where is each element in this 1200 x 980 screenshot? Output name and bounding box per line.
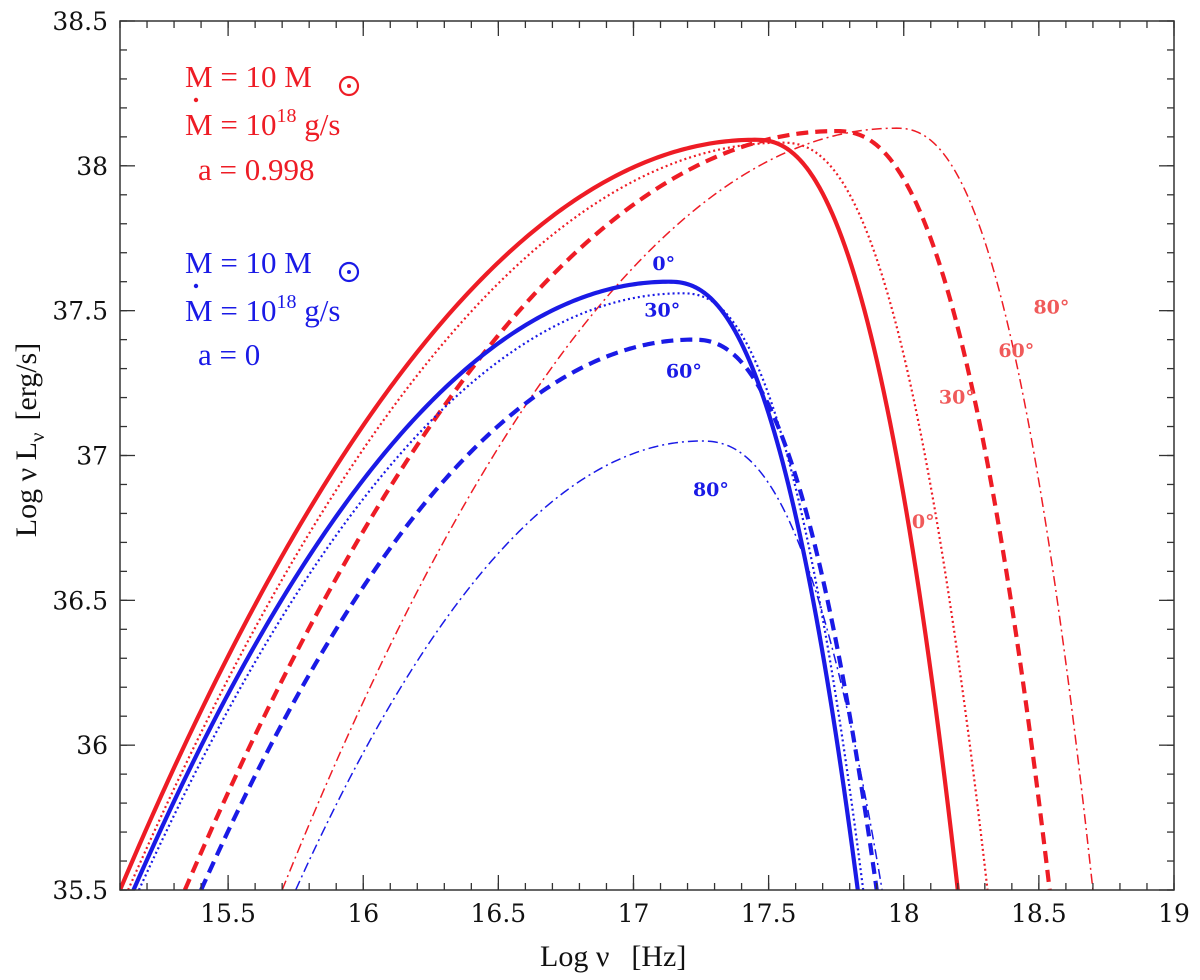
series-line-red-solid: [120, 137, 960, 890]
angle-label-red: 60°: [998, 340, 1034, 362]
sun-symbol-dot-icon: [347, 270, 351, 274]
angle-annotations: 0° 30° 60° 80° 0° 30° 60° 80°: [644, 253, 1069, 533]
legend-red-mass-text: M = 10 M: [185, 59, 312, 94]
y-tick-labels: 35.5 36 36.5 37 37.5 38 38.5: [52, 7, 108, 905]
y-axis-title: Log ν Lν [erg/s]: [10, 343, 49, 537]
series-line-blue-dotted: [137, 292, 865, 890]
sun-symbol-icon: [338, 261, 360, 283]
y-tick-label: 37.5: [52, 297, 108, 326]
y-tick-label: 36: [76, 731, 108, 760]
y-tick-label: 38.5: [52, 7, 108, 36]
x-axis-title: Log ν [Hz]: [540, 940, 686, 973]
legend-blue-mdot: M = 1018 g/s: [185, 291, 340, 328]
y-tick-label: 37: [76, 442, 108, 471]
legend-red-mass: M = 10 M: [185, 59, 312, 94]
sun-symbol-icon: [338, 75, 360, 97]
legend-red-mdot: M = 1018 g/s: [185, 105, 340, 142]
x-tick-label: 15.5: [200, 899, 256, 928]
legend-blue-mdot-exp: 18: [277, 291, 297, 313]
series-line-red-dashdot: [281, 127, 1094, 890]
mdot-dot-icon: [193, 283, 199, 289]
angle-label-blue: 80°: [693, 479, 729, 501]
legend-blue-mdot-unit: g/s: [297, 293, 341, 328]
y-axis-title-main: Log ν L: [10, 442, 43, 537]
x-tick-label: 16: [347, 899, 379, 928]
x-tick-labels: 15.5 16 16.5 17 17.5 18 18.5 19: [200, 899, 1190, 928]
legend-blue-mass: M = 10 M: [185, 245, 312, 280]
angle-label-blue: 60°: [666, 360, 702, 382]
legend-blue-mass-text: M = 10 M: [185, 245, 312, 280]
legend-blue: M = 10 M M = 1018 g/s a = 0: [185, 245, 360, 372]
angle-label-red: 80°: [1033, 297, 1069, 319]
series-line-blue-solid: [131, 279, 860, 890]
legend-red-spin: a = 0.998: [198, 152, 315, 187]
x-tick-label: 19: [1158, 899, 1190, 928]
legend-red: M = 10 M M = 1018 g/s a = 0.998: [185, 59, 360, 187]
x-tick-label: 16.5: [471, 899, 527, 928]
y-tick-label: 35.5: [52, 876, 108, 905]
y-axis-title-sub: ν: [25, 433, 49, 443]
legend-blue-spin: a = 0: [198, 337, 260, 372]
x-axis-title-main: Log ν: [540, 940, 609, 973]
angle-label-red: 0°: [912, 511, 935, 533]
ticks-layer: [119, 20, 1175, 891]
legend-red-mdot-text: M = 10: [185, 107, 277, 142]
angle-label-red: 30°: [939, 386, 975, 408]
x-axis-title-unit: [Hz]: [631, 940, 686, 973]
x-tick-label: 18: [888, 899, 920, 928]
y-axis-title-unit: [erg/s]: [10, 343, 43, 421]
x-tick-label: 18.5: [1011, 899, 1067, 928]
legend-red-mdot-unit: g/s: [297, 107, 341, 142]
y-tick-label: 36.5: [52, 586, 108, 615]
legend-red-mdot-exp: 18: [277, 105, 297, 127]
sun-symbol-dot-icon: [347, 84, 351, 88]
legend-blue-mdot-text: M = 10: [185, 293, 277, 328]
mdot-dot-icon: [193, 97, 199, 103]
series-line-red-dashed: [182, 128, 1052, 890]
series-line-blue-dashdot: [294, 440, 883, 890]
series-layer: [120, 127, 1094, 890]
angle-label-blue: 30°: [644, 299, 680, 321]
y-tick-label: 38: [76, 152, 108, 181]
angle-label-blue: 0°: [652, 253, 675, 275]
x-tick-label: 17.5: [741, 899, 797, 928]
x-tick-label: 17: [618, 899, 650, 928]
series-line-blue-dashed: [199, 337, 879, 890]
